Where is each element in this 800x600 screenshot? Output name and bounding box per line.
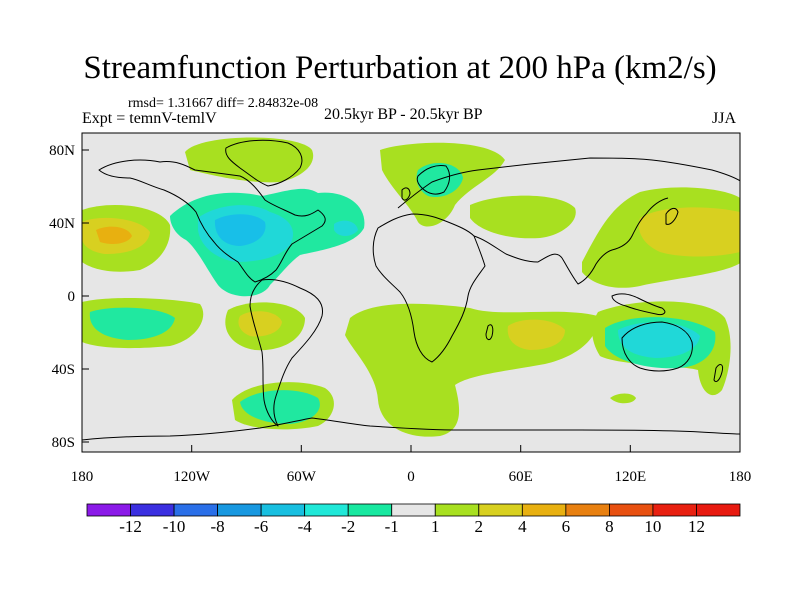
y-tick-label: 80N: [49, 143, 75, 159]
coast-africa-europe: [372, 213, 486, 363]
colorbar-label: 6: [562, 517, 571, 536]
field-green-tasman: [610, 393, 636, 404]
colorbar-label: -1: [385, 517, 399, 536]
field-green-mediterranean: [470, 195, 576, 239]
colorbar-label: 10: [644, 517, 661, 536]
coast-british-isles: [401, 187, 411, 201]
colorbar-swatch: [347, 503, 393, 517]
colorbar-swatch: [217, 503, 262, 517]
colorbar-swatch: [478, 503, 523, 517]
field-blue-north-america: [214, 214, 266, 246]
chart-title: Streamfunction Perturbation at 200 hPa (…: [83, 50, 717, 86]
colorbar-label: 8: [605, 517, 614, 536]
y-tick-label: 0: [68, 289, 76, 305]
colorbar-swatch: [130, 503, 175, 517]
colorbar-label: -12: [119, 517, 142, 536]
coast-scandinavia: [416, 165, 451, 195]
contour-fields: [82, 137, 740, 437]
colorbar: -12 -10 -8 -6 -4 -2 -1 1 2 4 6 8 10 12: [86, 503, 741, 536]
coast-australia: [621, 321, 693, 372]
field-yellow-indian-ocean: [507, 319, 565, 350]
colorbar-label: -2: [341, 517, 355, 536]
field-cyan-atlantic: [334, 220, 358, 236]
colorbar-swatch: [260, 503, 306, 517]
x-tick-label: 0: [407, 469, 415, 485]
field-yellow-south-america: [238, 311, 282, 337]
colorbar-label: -8: [211, 517, 225, 536]
y-tick-label: 40N: [49, 216, 75, 232]
field-green-greenland: [185, 137, 314, 183]
x-tick-label: 60W: [287, 469, 317, 485]
colorbar-swatch: [609, 503, 654, 517]
coast-new-zealand: [713, 364, 723, 383]
y-tick-label: 40S: [52, 362, 75, 378]
colorbar-label: -4: [298, 517, 313, 536]
coast-north-america: [98, 159, 326, 283]
x-tick-label: 60E: [509, 469, 533, 485]
colorbar-swatch: [696, 503, 741, 517]
period-label: 20.5kyr BP - 20.5kyr BP: [324, 106, 483, 123]
colorbar-label: 12: [688, 517, 705, 536]
colorbar-swatch: [652, 503, 697, 517]
coast-south-america: [249, 279, 324, 427]
x-tick-label: 180: [729, 469, 752, 485]
coast-greenland: [225, 139, 303, 187]
field-yellow-north-pacific: [638, 207, 740, 257]
coast-eurasia-north: [397, 157, 740, 209]
field-teal-south-pacific-west: [89, 307, 175, 340]
colorbar-swatch: [304, 503, 349, 517]
coast-antarctica: [82, 417, 740, 441]
coastlines: [82, 139, 740, 441]
x-tick-label: 120E: [614, 469, 646, 485]
colorbar-label: 4: [518, 517, 527, 536]
colorbar-swatch: [391, 503, 436, 517]
field-teal-southern-ocean: [240, 390, 320, 424]
season-label: JJA: [712, 110, 737, 127]
colorbar-swatch: [434, 503, 480, 517]
colorbar-swatch: [173, 503, 218, 517]
colorbar-swatch: [86, 503, 131, 517]
colorbar-label: -6: [254, 517, 268, 536]
coast-asia-south: [473, 197, 669, 285]
colorbar-label: 1: [431, 517, 440, 536]
x-tick-label: 120W: [173, 469, 211, 485]
coast-japan: [665, 207, 679, 225]
coast-madagascar: [485, 324, 494, 341]
colorbar-swatch: [565, 503, 610, 517]
field-orange-pacific-east: [96, 226, 132, 244]
colorbar-label: -10: [163, 517, 186, 536]
experiment-label: Expt = temnV-temlV: [82, 110, 217, 127]
field-teal-north-atlantic: [416, 163, 463, 198]
colorbar-label: 2: [475, 517, 484, 536]
stats-label: rmsd= 1.31667 diff= 2.84832e-08: [128, 96, 319, 111]
colorbar-swatch: [521, 503, 567, 517]
coast-indonesia: [611, 293, 666, 315]
y-tick-label: 80S: [52, 435, 75, 451]
field-cyan-australia: [618, 322, 700, 358]
axis-ticks: 180 120W 60W 0 60E 120E 180 80N 40N 0 40S 80S: [49, 143, 751, 485]
x-tick-label: 180: [71, 469, 94, 485]
